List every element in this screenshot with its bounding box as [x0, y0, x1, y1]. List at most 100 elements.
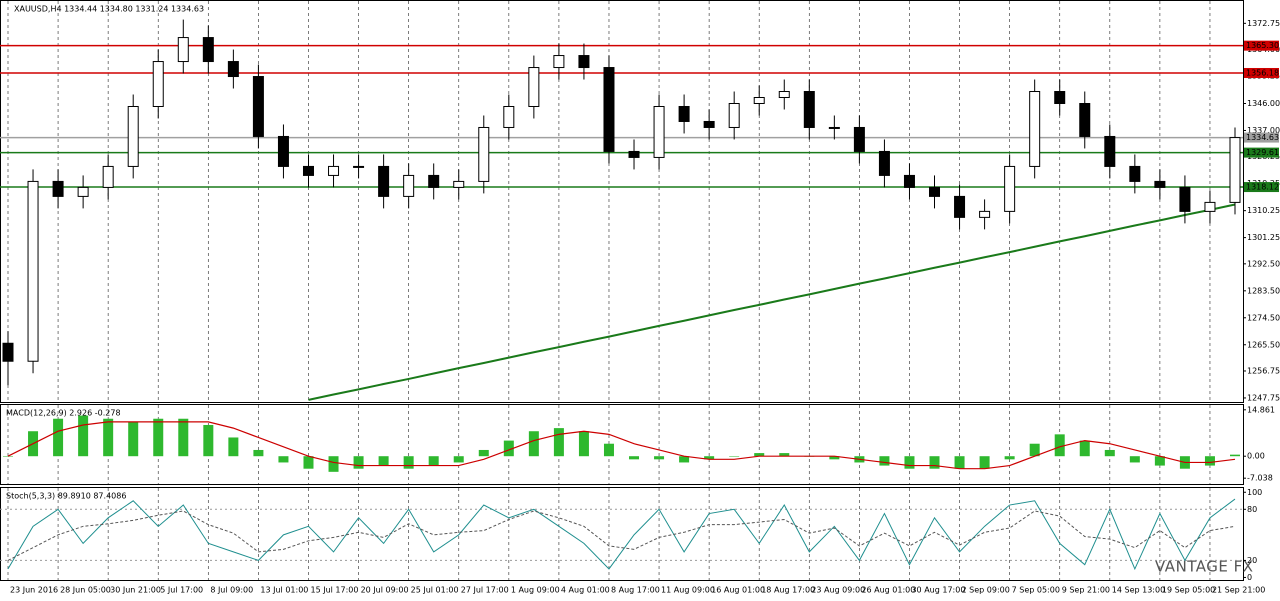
- macd-bar: [153, 418, 164, 457]
- macd-bar: [178, 418, 189, 457]
- candle-body: [603, 67, 615, 152]
- candle-body: [528, 67, 540, 107]
- macd-bar: [629, 456, 640, 460]
- macd-bar: [303, 456, 314, 469]
- y-tick-label: 1292.50: [1247, 259, 1280, 268]
- macd-bar: [929, 456, 940, 469]
- macd-bar: [503, 440, 514, 457]
- candle-body: [2, 342, 14, 362]
- candle-body: [703, 120, 715, 128]
- macd-bar: [1029, 443, 1040, 457]
- candle-body: [1104, 135, 1116, 167]
- candle-body: [1129, 165, 1141, 182]
- x-tick-label: 8 Aug 17:00: [611, 586, 660, 595]
- macd-bar: [278, 456, 289, 463]
- candle-body: [553, 55, 565, 69]
- y-tick-label: 1256.75: [1247, 366, 1280, 375]
- macd-bar: [253, 449, 264, 457]
- x-tick-label: 21 Sep 21:00: [1212, 586, 1265, 595]
- y-tick-label: 1346.00: [1247, 99, 1280, 108]
- macd-bar: [1204, 456, 1215, 466]
- candle-body: [202, 37, 214, 63]
- y-tick-label: 80: [1247, 505, 1257, 514]
- candle-body: [1079, 102, 1091, 137]
- y-tick-label: 1372.75: [1247, 19, 1280, 28]
- stoch-frame: [0, 487, 1244, 581]
- macd-bar: [1004, 456, 1015, 460]
- macd-bar: [1129, 456, 1140, 463]
- macd-bar: [1154, 456, 1165, 466]
- level-box: [1244, 132, 1279, 143]
- x-tick-label: 2 Sep 09:00: [962, 586, 1010, 595]
- watermark: VANTAGE FX: [1155, 558, 1254, 576]
- x-tick-label: 8 Jul 09:00: [210, 586, 253, 595]
- macd-bar: [1230, 454, 1240, 457]
- y-tick-label: 1310.25: [1247, 206, 1280, 215]
- candle-body: [277, 135, 289, 167]
- candle-body: [1004, 165, 1016, 212]
- x-tick-label: 27 Jul 17:00: [461, 586, 509, 595]
- x-tick-label: 4 Aug 01:00: [561, 586, 610, 595]
- candle-body: [177, 37, 189, 63]
- level-label: 1318.12: [1246, 183, 1279, 192]
- candle-body: [503, 105, 515, 128]
- macd-bar: [228, 437, 239, 457]
- candle-body: [77, 186, 89, 197]
- candle-body: [628, 150, 640, 158]
- candle-body: [302, 165, 314, 176]
- candle-body: [678, 105, 690, 122]
- macd-bar: [53, 418, 64, 457]
- level-label: 1329.61: [1246, 148, 1279, 157]
- candle-body: [1054, 91, 1066, 104]
- x-tick-label: 23 Jun 2016: [10, 586, 58, 595]
- candle-body: [929, 186, 941, 197]
- candle-body: [428, 174, 440, 188]
- candle-body: [878, 150, 890, 176]
- level-label: 1365.30: [1246, 41, 1279, 50]
- candle-body: [127, 105, 139, 167]
- x-tick-label: 16 Aug 01:00: [711, 586, 765, 595]
- panel-title: XAUUSD,H4 1334.44 1334.80 1331.24 1334.6…: [14, 5, 204, 14]
- y-tick-label: 0: [1247, 573, 1252, 582]
- x-tick-label: 7 Sep 05:00: [1012, 586, 1060, 595]
- macd-bar: [578, 431, 589, 457]
- candle-body: [353, 165, 365, 168]
- candle-body: [403, 174, 415, 197]
- main-frame: [0, 0, 1244, 403]
- x-tick-label: 9 Sep 21:00: [1062, 586, 1110, 595]
- y-tick-label: -7.038: [1247, 474, 1273, 483]
- candle-body: [853, 126, 865, 152]
- candle-body: [227, 61, 239, 78]
- macd-bar: [328, 456, 339, 472]
- y-tick-label: 100: [1247, 488, 1262, 497]
- candle-body: [1154, 180, 1166, 188]
- x-tick-label: 1 Aug 09:00: [511, 586, 560, 595]
- macd-bar: [654, 456, 665, 460]
- y-tick-label: 20: [1247, 556, 1257, 565]
- macd-bar: [1104, 449, 1115, 457]
- macd-bar: [954, 456, 965, 469]
- level-box: [1244, 67, 1279, 78]
- level-box: [1244, 40, 1279, 51]
- y-tick-label: 1274.50: [1247, 313, 1280, 322]
- candle-body: [102, 165, 114, 188]
- candle-body: [578, 55, 590, 69]
- x-tick-label: 25 Jul 01:00: [411, 586, 459, 595]
- level-box: [1244, 182, 1279, 193]
- macd-bar: [779, 453, 790, 457]
- stoch-line: [7, 510, 1236, 561]
- candle-body: [152, 61, 164, 107]
- x-tick-label: 19 Sep 05:00: [1162, 586, 1215, 595]
- x-tick-label: 18 Aug 17:00: [761, 586, 815, 595]
- trendline: [308, 203, 1236, 401]
- macd-bar: [528, 431, 539, 457]
- level-label: 1356.18: [1246, 68, 1279, 77]
- y-tick-label: 1265.50: [1247, 340, 1280, 349]
- candle-body: [728, 102, 740, 128]
- macd-bar: [829, 456, 840, 460]
- candle-body: [453, 180, 465, 188]
- candle-body: [828, 126, 840, 129]
- x-tick-label: 30 Aug 17:00: [911, 586, 965, 595]
